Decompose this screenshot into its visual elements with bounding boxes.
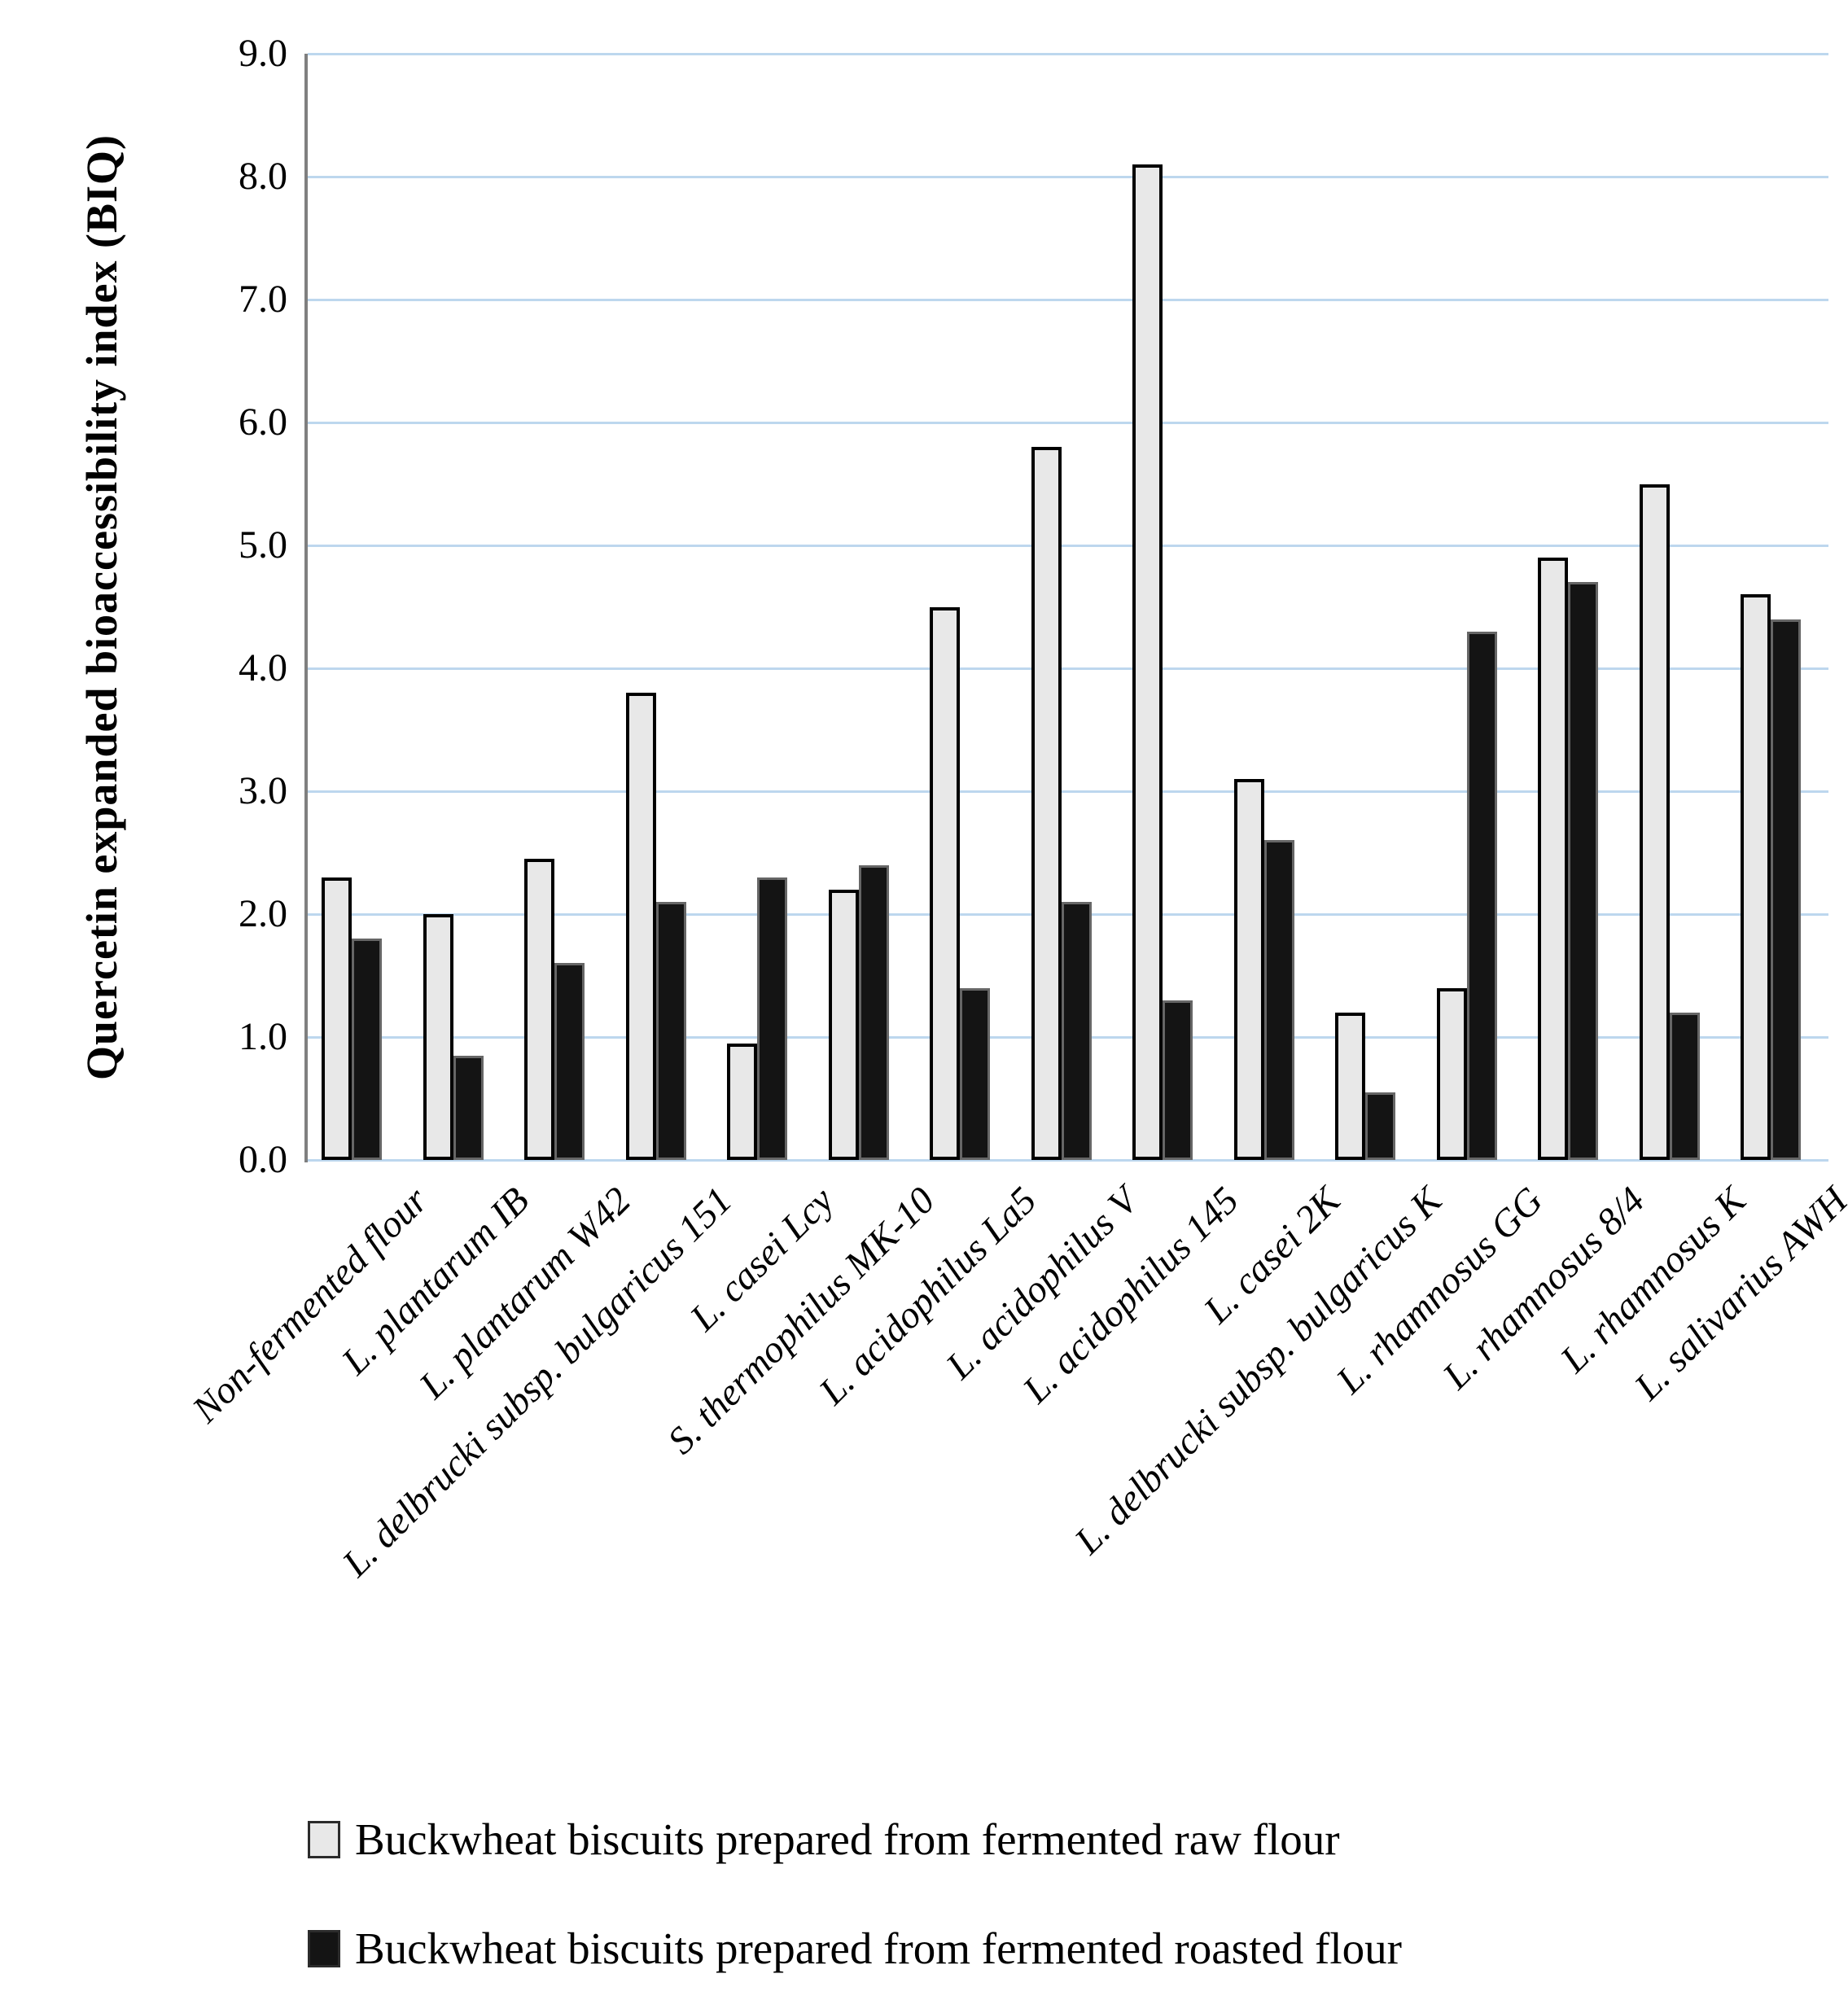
y-tick-label: 6.0	[239, 400, 287, 444]
legend-swatch-raw-flour	[308, 1820, 340, 1858]
bar-raw-flour	[1741, 594, 1771, 1160]
gridline	[308, 544, 1828, 547]
y-tick-label: 3.0	[239, 769, 287, 812]
legend-swatch-roasted-flour	[308, 1929, 340, 1967]
bar-roasted-flour	[1163, 1000, 1193, 1160]
gridline	[308, 790, 1828, 793]
gridline	[308, 667, 1828, 670]
bar-roasted-flour	[1263, 840, 1294, 1160]
bar-roasted-flour	[960, 987, 991, 1160]
bar-raw-flour	[828, 889, 859, 1160]
y-axis-title-text: Quercetin expanded bioaccessibility inde…	[77, 133, 127, 1080]
bar-raw-flour	[1233, 778, 1264, 1160]
bar-raw-flour	[1031, 447, 1062, 1160]
bar-raw-flour	[1639, 484, 1670, 1160]
bar-raw-flour	[423, 914, 453, 1160]
y-tick-label: 2.0	[239, 892, 287, 935]
bar-roasted-flour	[655, 901, 686, 1160]
y-tick-label: 8.0	[239, 155, 287, 198]
bar-roasted-flour	[352, 939, 382, 1160]
y-tick-label: 1.0	[239, 1015, 287, 1058]
y-tick-label: 7.0	[239, 278, 287, 321]
bar-roasted-flour	[757, 877, 788, 1160]
bar-roasted-flour	[1568, 582, 1599, 1160]
gridline	[308, 52, 1828, 55]
y-tick-label: 0.0	[239, 1138, 287, 1181]
bar-roasted-flour	[1061, 901, 1092, 1160]
bar-roasted-flour	[1771, 619, 1802, 1160]
bar-roasted-flour	[453, 1055, 484, 1160]
bar-roasted-flour	[1365, 1092, 1396, 1160]
bar-raw-flour	[727, 1043, 758, 1160]
bar-roasted-flour	[554, 963, 585, 1160]
x-category-label: L. delbrucki subsp. bulgaricus K	[1066, 1179, 1451, 1563]
y-tick-label: 5.0	[239, 523, 287, 567]
gridline	[308, 298, 1828, 301]
legend-label: Buckwheat biscuits prepared from ferment…	[355, 1814, 1340, 1864]
bar-raw-flour	[1132, 164, 1163, 1160]
gridline	[308, 1158, 1828, 1162]
bar-raw-flour	[524, 859, 555, 1160]
bar-raw-flour	[625, 693, 656, 1160]
legend-item: Buckwheat biscuits prepared from ferment…	[308, 1814, 1340, 1865]
y-tick-label: 4.0	[239, 646, 287, 689]
y-axis-line	[304, 54, 308, 1162]
bar-roasted-flour	[1466, 631, 1497, 1160]
plot-area	[304, 52, 1828, 1162]
bar-roasted-flour	[858, 864, 889, 1160]
legend-label: Buckwheat biscuits prepared from ferment…	[355, 1923, 1402, 1973]
bar-raw-flour	[322, 877, 352, 1160]
gridline	[308, 175, 1828, 178]
bar-roasted-flour	[1669, 1012, 1700, 1160]
gridline	[308, 421, 1828, 424]
bar-raw-flour	[1335, 1012, 1366, 1160]
bar-raw-flour	[1436, 987, 1467, 1160]
y-tick-label: 9.0	[239, 32, 287, 75]
bar-raw-flour	[1538, 558, 1569, 1160]
bar-raw-flour	[930, 606, 961, 1160]
y-axis-title: Quercetin expanded bioaccessibility inde…	[49, 54, 155, 1160]
legend-item: Buckwheat biscuits prepared from ferment…	[308, 1923, 1402, 1974]
